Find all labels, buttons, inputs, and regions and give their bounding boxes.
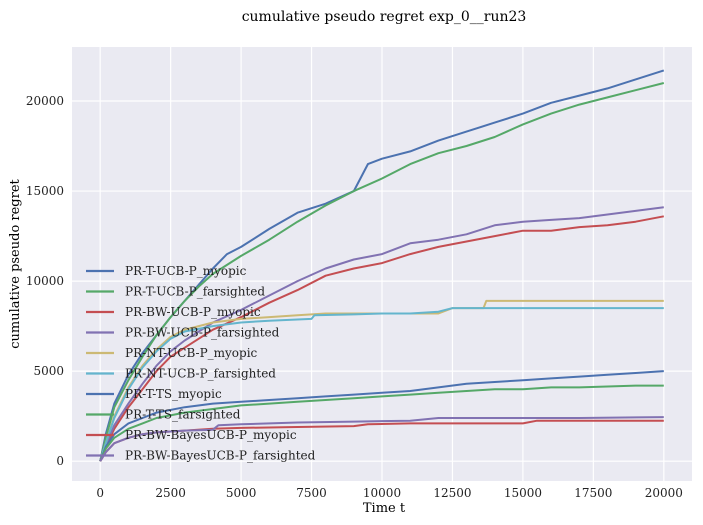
y-axis-label: cumulative pseudo regret (8, 178, 23, 348)
x-tick-label: 12500 (433, 486, 471, 500)
x-tick-label: 5000 (226, 486, 257, 500)
series-line-3 (99, 215, 664, 462)
x-tick-label: 2500 (155, 486, 186, 500)
legend-label-4: PR-BW-UCB-P_farsighted (125, 326, 280, 340)
x-tick-label: 0 (96, 486, 104, 500)
series-line-6 (99, 307, 664, 462)
x-tick-label: 17500 (574, 486, 612, 500)
y-tick-label: 20000 (26, 94, 64, 108)
series-line-10 (99, 416, 664, 462)
series-line-7 (99, 370, 664, 462)
series-line-4 (99, 206, 664, 462)
legend-label-1: PR-T-UCB-P_myopic (125, 264, 247, 278)
y-tick-label: 5000 (33, 364, 64, 378)
series-lines (99, 69, 665, 462)
series-line-2 (99, 82, 665, 462)
chart-title: cumulative pseudo regret exp_0__run23 (242, 9, 527, 25)
y-tick-label: 0 (56, 454, 64, 468)
legend-label-7: PR-T-TS_myopic (125, 387, 222, 401)
legend-label-6: PR-NT-UCB-P_farsighted (125, 367, 276, 381)
y-tick-label: 15000 (26, 184, 64, 198)
x-tick-label: 15000 (504, 486, 542, 500)
gridlines (72, 47, 692, 481)
x-tick-label: 7500 (296, 486, 327, 500)
tick-labels: 0 2500 5000 7500 10000 12500 15000 17500 20000 0 5… (26, 94, 683, 500)
legend-label-9: PR-BW-BayesUCB-P_myopic (125, 428, 297, 442)
legend-label-3: PR-BW-UCB-P_myopic (125, 305, 261, 319)
series-line-8 (99, 384, 664, 462)
legend-label-2: PR-T-UCB-P_farsighted (125, 285, 265, 299)
y-tick-label: 10000 (26, 274, 64, 288)
legend-label-8: PR-T-TS_farsighted (125, 408, 241, 422)
legend: PR-T-UCB-P_myopic PR-T-UCB-P_farsighted PR… (86, 264, 316, 463)
legend-label-10: PR-BW-BayesUCB-P_farsighted (125, 449, 316, 463)
x-axis-label: Time t (363, 501, 406, 516)
legend-label-5: PR-NT-UCB-P_myopic (125, 346, 258, 360)
x-tick-label: 10000 (363, 486, 401, 500)
x-tick-label: 20000 (645, 486, 683, 500)
